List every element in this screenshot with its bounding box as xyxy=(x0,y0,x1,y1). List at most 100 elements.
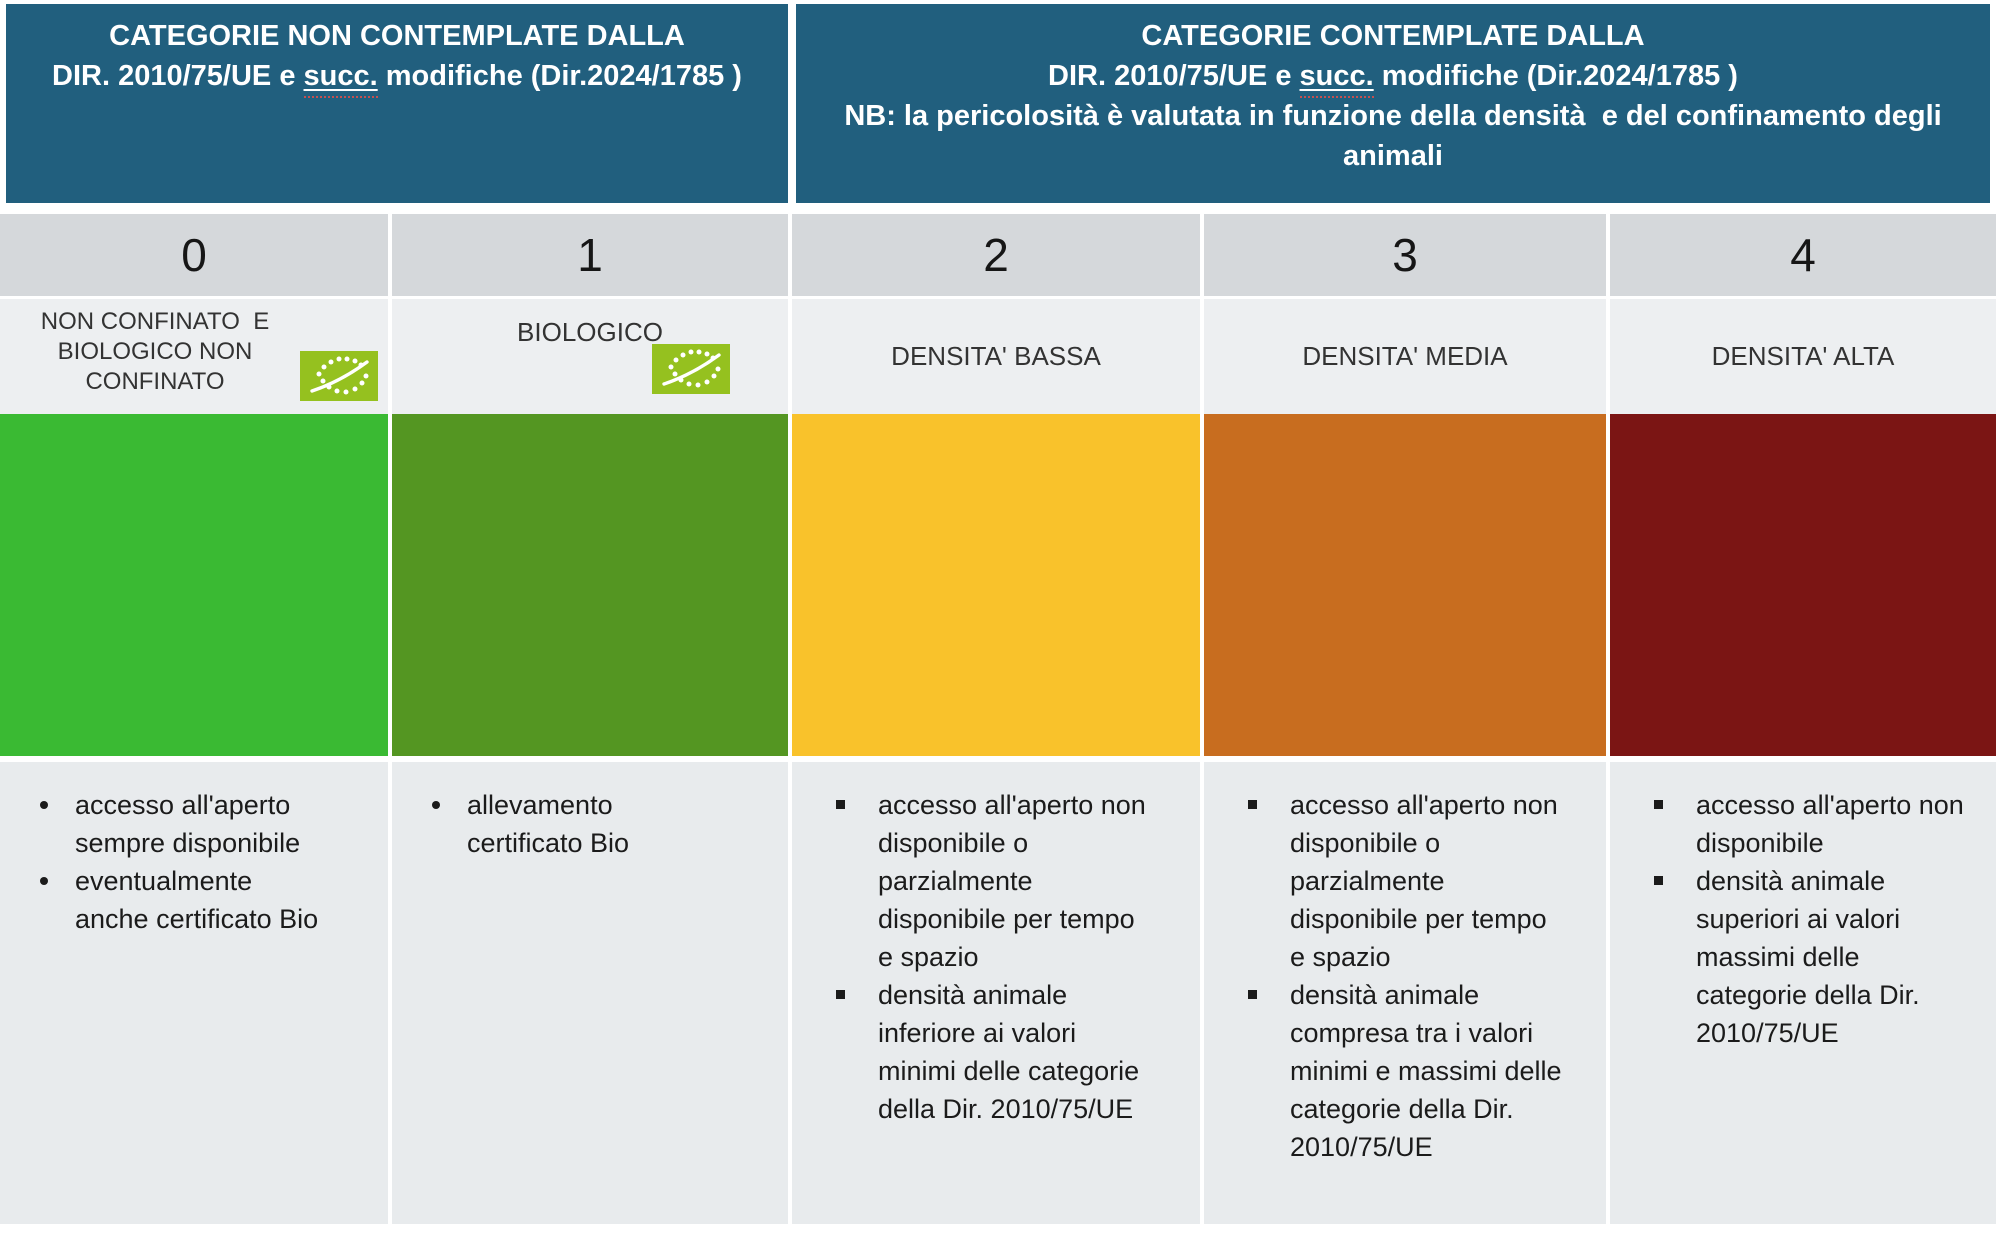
category-details: accesso all'aperto sempre disponibile even… xyxy=(0,762,388,1224)
category-label-line: NON CONFINATO E xyxy=(40,308,270,335)
bullet-line: eventualmente xyxy=(75,866,253,896)
bullet-line: inferiore ai valori xyxy=(878,1018,1077,1048)
bullet-line: compresa tra i valori xyxy=(1290,1018,1534,1048)
bullet-line: della Dir. 2010/75/UE xyxy=(878,1094,1134,1124)
bullet-text: densità animale superiori ai valori massim… xyxy=(1696,862,1920,1052)
bullet-item: eventualmente anche certificato Bio xyxy=(30,862,372,938)
eu-organic-leaf-icon xyxy=(300,351,378,401)
bullet-line: 2010/75/UE xyxy=(1696,1018,1839,1048)
bullet-line: disponibile o xyxy=(1290,828,1441,858)
bullet-list: accesso all'aperto non disponibile o parzi… xyxy=(1204,762,1606,1166)
bullet-line: sempre disponibile xyxy=(75,828,301,858)
bullet-text: accesso all'aperto non disponibile xyxy=(1696,786,1964,862)
bullet-text: accesso all'aperto non disponibile o parzi… xyxy=(1290,786,1558,976)
category-column: 0 NON CONFINATO E BIOLOGICO NON CONFINATO xyxy=(0,214,388,1224)
bullet-line: minimi delle categorie xyxy=(878,1056,1140,1086)
square-bullet-icon xyxy=(1654,800,1663,809)
bullet-line: disponibile xyxy=(1696,828,1824,858)
category-number: 3 xyxy=(1204,214,1606,296)
bullet-item: accesso all'aperto non disponibile xyxy=(1640,786,1980,862)
bullet-text: accesso all'aperto sempre disponibile xyxy=(75,786,300,862)
category-details: accesso all'aperto non disponibile o parzi… xyxy=(1204,762,1606,1224)
bullet-list: accesso all'aperto non disponibile densità… xyxy=(1610,762,1996,1052)
bullet-item: accesso all'aperto sempre disponibile xyxy=(30,786,372,862)
bullet-text: eventualmente anche certificato Bio xyxy=(75,862,318,938)
category-column: 1 BIOLOGICO xyxy=(392,214,788,1224)
spellcheck-underline: succ. xyxy=(303,60,378,98)
category-label-cell: DENSITA' MEDIA xyxy=(1204,299,1606,414)
bullet-line: densità animale xyxy=(1696,866,1886,896)
category-label-line: CONFINATO xyxy=(85,368,225,395)
header-left-line1: CATEGORIE NON CONTEMPLATE DALLA xyxy=(109,20,685,52)
bullet-line: categorie della Dir. xyxy=(1696,980,1920,1010)
category-label-cell: DENSITA' BASSA xyxy=(792,299,1200,414)
bullet-line: accesso all'aperto xyxy=(75,790,291,820)
header-categories-not-covered: CATEGORIE NON CONTEMPLATE DALLA DIR. 201… xyxy=(6,4,788,203)
spellcheck-underline: succ. xyxy=(1299,60,1374,98)
bullet-item: densità animale compresa tra i valori mini… xyxy=(1234,976,1590,1166)
bullet-item: allevamento certificato Bio xyxy=(422,786,772,862)
category-label-line: BIOLOGICO xyxy=(517,317,663,347)
bullet-line: anche certificato Bio xyxy=(75,904,319,934)
bullet-line: disponibile per tempo xyxy=(1290,904,1547,934)
category-number: 0 xyxy=(0,214,388,296)
category-details: accesso all'aperto non disponibile densità… xyxy=(1610,762,1996,1224)
header-left-line2: DIR. 2010/75/UE e succ. modifiche (Dir.2… xyxy=(6,56,788,98)
category-details: allevamento certificato Bio xyxy=(392,762,788,1224)
bullet-list: allevamento certificato Bio xyxy=(392,762,788,862)
bullet-line: minimi e massimi delle xyxy=(1290,1056,1562,1086)
disc-bullet-icon xyxy=(432,801,440,809)
square-bullet-icon xyxy=(1654,876,1663,885)
risk-color-block xyxy=(0,414,388,756)
bullet-line: superiori ai valori xyxy=(1696,904,1901,934)
bullet-line: parzialmente xyxy=(1290,866,1445,896)
bullet-list: accesso all'aperto non disponibile o parzi… xyxy=(792,762,1200,1128)
header-right-note-line2: animali xyxy=(1343,140,1443,172)
square-bullet-icon xyxy=(836,800,845,809)
category-label-cell: BIOLOGICO xyxy=(392,299,788,414)
header-right-line2: DIR. 2010/75/UE e succ. modifiche (Dir.2… xyxy=(796,56,1990,98)
disc-bullet-icon xyxy=(40,877,48,885)
square-bullet-icon xyxy=(836,990,845,999)
bullet-line: 2010/75/UE xyxy=(1290,1132,1433,1162)
bullet-text: densità animale compresa tra i valori mini… xyxy=(1290,976,1562,1166)
bullet-line: densità animale xyxy=(878,980,1068,1010)
bullet-item: densità animale inferiore ai valori minimi… xyxy=(822,976,1184,1128)
category-number: 2 xyxy=(792,214,1200,296)
risk-color-block xyxy=(1204,414,1606,756)
disc-bullet-icon xyxy=(40,801,48,809)
category-label: BIOLOGICO xyxy=(392,317,788,414)
bullet-item: accesso all'aperto non disponibile o parzi… xyxy=(1234,786,1590,976)
category-label-line: DENSITA' ALTA xyxy=(1711,341,1895,371)
risk-color-block xyxy=(792,414,1200,756)
bullet-line: certificato Bio xyxy=(467,828,630,858)
category-label-line: BIOLOGICO NON xyxy=(57,338,253,365)
category-label: NON CONFINATO E BIOLOGICO NON CONFINATO xyxy=(6,307,304,414)
risk-color-block xyxy=(392,414,788,756)
header-categories-covered: CATEGORIE CONTEMPLATE DALLA DIR. 2010/75… xyxy=(796,4,1990,203)
category-label: DENSITA' BASSA xyxy=(792,299,1200,414)
category-grid: 0 NON CONFINATO E BIOLOGICO NON CONFINATO xyxy=(0,214,1996,1224)
category-label-line: DENSITA' MEDIA xyxy=(1302,341,1508,371)
bullet-line: disponibile per tempo xyxy=(878,904,1135,934)
category-label-cell: DENSITA' ALTA xyxy=(1610,299,1996,414)
category-label-line: DENSITA' BASSA xyxy=(891,341,1101,371)
bullet-line: accesso all'aperto non xyxy=(1696,790,1964,820)
category-number: 4 xyxy=(1610,214,1996,296)
header-right-note-line1: NB: la pericolosità è valutata in funzio… xyxy=(844,100,1942,132)
header-right-line1: CATEGORIE CONTEMPLATE DALLA xyxy=(1141,20,1645,52)
bullet-line: parzialmente xyxy=(878,866,1033,896)
bullet-text: densità animale inferiore ai valori minimi… xyxy=(878,976,1139,1128)
bullet-line: disponibile o xyxy=(878,828,1029,858)
bullet-line: accesso all'aperto non xyxy=(878,790,1146,820)
bullet-item: densità animale superiori ai valori massim… xyxy=(1640,862,1980,1052)
category-number: 1 xyxy=(392,214,788,296)
category-label-cell: NON CONFINATO E BIOLOGICO NON CONFINATO xyxy=(0,299,388,414)
eu-organic-leaf-icon xyxy=(652,344,730,394)
category-details: accesso all'aperto non disponibile o parzi… xyxy=(792,762,1200,1224)
bullet-line: e spazio xyxy=(878,942,979,972)
category-column: 4 DENSITA' ALTA accesso all'aperto non di… xyxy=(1610,214,1996,1224)
bullet-list: accesso all'aperto sempre disponibile even… xyxy=(0,762,388,938)
square-bullet-icon xyxy=(1248,990,1257,999)
table-header-row: CATEGORIE NON CONTEMPLATE DALLA DIR. 201… xyxy=(0,0,1996,203)
